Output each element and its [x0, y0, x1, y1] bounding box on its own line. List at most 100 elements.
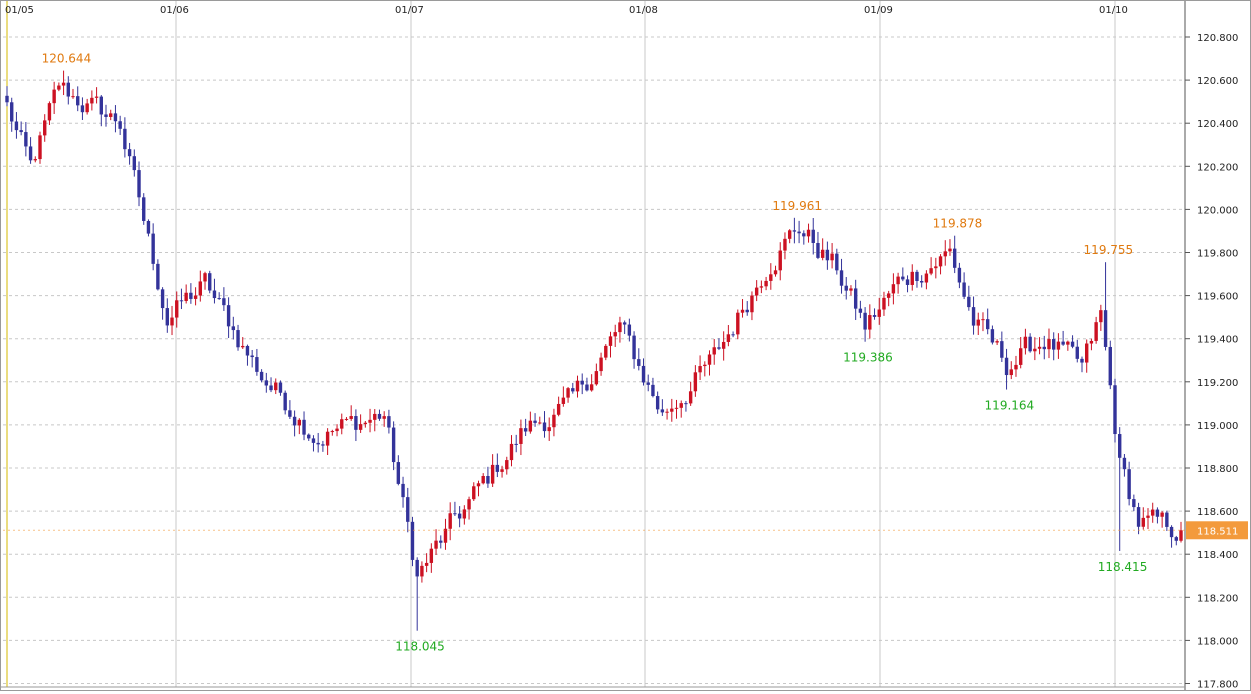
candle-up — [198, 281, 203, 296]
candle-up — [57, 85, 61, 90]
candle-up — [61, 82, 66, 86]
candle-down — [264, 380, 269, 386]
candle-up — [995, 341, 999, 343]
candle-down — [28, 146, 33, 161]
candle-down — [222, 298, 226, 306]
candle-down — [1127, 469, 1131, 500]
candle-down — [283, 392, 287, 411]
candle-down — [1061, 341, 1065, 345]
candle-up — [109, 113, 113, 117]
candle-down — [307, 434, 311, 439]
candle-up — [778, 250, 782, 271]
candle-down — [717, 347, 721, 349]
candle-down — [622, 322, 627, 325]
candle-up — [707, 354, 712, 365]
candle-down — [1028, 336, 1032, 352]
candle-up — [1151, 509, 1155, 516]
candle-up — [575, 380, 580, 392]
candles — [5, 70, 1183, 631]
candle-up — [806, 229, 811, 237]
candle-up — [896, 276, 900, 285]
candle-down — [1118, 434, 1122, 458]
candle-down — [401, 483, 405, 498]
candle-down — [660, 409, 665, 413]
candle-down — [76, 96, 80, 106]
candle-down — [1132, 499, 1136, 508]
candle-down — [571, 388, 575, 392]
candle-down — [415, 559, 419, 577]
candle-down — [919, 280, 924, 283]
candle-down — [962, 282, 966, 297]
candle-up — [1066, 341, 1070, 345]
candle-down — [1004, 357, 1009, 376]
candle-up — [297, 419, 302, 426]
candle-up — [665, 411, 669, 413]
candle-up — [849, 288, 853, 291]
candle-up — [1047, 339, 1051, 350]
candle-up — [1014, 364, 1018, 370]
candle-up — [358, 424, 363, 430]
candle-up — [175, 300, 179, 318]
candle-up — [613, 332, 617, 337]
candle-down — [156, 263, 160, 290]
candle-up — [934, 266, 938, 269]
y-tick-label: 119.800 — [1197, 249, 1238, 260]
candle-up — [674, 407, 679, 409]
candle-up — [420, 565, 424, 577]
candle-up — [726, 334, 731, 342]
candle-down — [835, 253, 839, 271]
candle-down — [844, 285, 848, 291]
candle-down — [208, 273, 212, 291]
candle-up — [910, 271, 914, 285]
candle-down — [816, 242, 820, 258]
candle-down — [745, 309, 749, 313]
candle-up — [476, 483, 481, 487]
candle-down — [990, 329, 995, 343]
candle-up — [490, 464, 495, 484]
y-tick-label: 118.800 — [1197, 464, 1238, 475]
low-annotation: 119.164 — [985, 399, 1035, 413]
candle-up — [594, 371, 599, 385]
candle-down — [632, 335, 636, 360]
date-label: 01/09 — [864, 5, 893, 16]
candle-down — [179, 300, 184, 302]
candle-up — [335, 428, 339, 432]
candle-up — [344, 418, 349, 420]
candle-up — [43, 120, 47, 136]
candle-up — [1023, 336, 1028, 349]
candle-down — [113, 113, 118, 122]
candle-down — [236, 330, 240, 348]
candle-up — [787, 230, 792, 239]
candle-up — [1094, 322, 1098, 341]
candle-down — [457, 513, 462, 519]
y-tick-label: 120.200 — [1197, 162, 1238, 173]
candle-up — [1089, 340, 1094, 344]
candle-down — [302, 419, 306, 435]
candle-down — [627, 324, 632, 336]
y-tick-label: 118.400 — [1197, 550, 1238, 561]
candle-down — [19, 130, 23, 133]
candle-down — [1103, 310, 1108, 347]
candle-up — [519, 428, 523, 444]
candle-up — [94, 96, 99, 98]
candle-up — [1141, 517, 1145, 527]
candle-down — [316, 442, 320, 445]
candle-up — [509, 443, 514, 461]
candle-up — [924, 273, 929, 283]
candle-down — [396, 462, 401, 484]
candle-up — [528, 420, 533, 432]
candle-down — [189, 292, 193, 299]
y-tick-label: 120.800 — [1197, 33, 1238, 44]
candle-up — [1037, 346, 1042, 349]
candle-down — [514, 443, 518, 445]
candle-down — [802, 233, 806, 237]
low-annotation: 118.415 — [1098, 560, 1148, 574]
candle-down — [278, 382, 283, 393]
candle-up — [721, 341, 726, 349]
low-annotation: 118.045 — [395, 640, 445, 654]
candle-up — [368, 419, 372, 423]
candle-down — [915, 271, 919, 281]
candle-up — [340, 419, 344, 429]
candle-down — [1000, 341, 1004, 358]
